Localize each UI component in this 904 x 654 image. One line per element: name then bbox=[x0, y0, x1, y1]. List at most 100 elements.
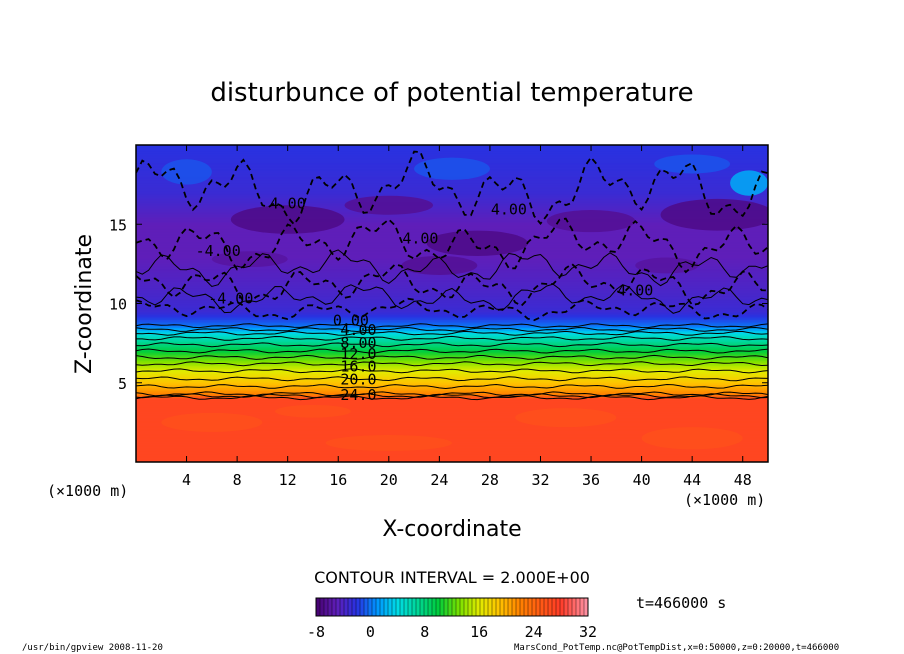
heatmap-blob bbox=[161, 159, 212, 185]
heatmap-band bbox=[136, 430, 768, 433]
colorbar-cell bbox=[347, 597, 353, 617]
contour-line bbox=[136, 330, 768, 336]
heatmap-blobs bbox=[161, 154, 768, 451]
heatmap-band bbox=[136, 186, 768, 189]
colorbar-cell bbox=[331, 597, 337, 617]
heatmap-band bbox=[136, 202, 768, 205]
heatmap-band bbox=[136, 156, 768, 159]
contour-labels: 4.00-4.004.004.00-4.00 4.000.004.008.0012… bbox=[196, 194, 654, 404]
heatmap-band bbox=[136, 441, 768, 444]
x-ticks: 4 8 12 16 20 24 28 32 36 40 44 48 bbox=[182, 145, 752, 489]
colorbar-tick-label: 16 bbox=[470, 623, 488, 641]
heatmap-band bbox=[136, 336, 768, 339]
heatmap-band bbox=[136, 225, 768, 229]
colorbar-cell bbox=[355, 597, 361, 617]
heatmap-band bbox=[136, 338, 768, 341]
heatmap-band bbox=[136, 309, 768, 313]
heatmap-band bbox=[136, 358, 768, 362]
heatmap-band bbox=[136, 146, 768, 149]
contour-label: 4.00 bbox=[491, 201, 527, 219]
colorbar-cell bbox=[423, 597, 429, 617]
colorbar-cell bbox=[323, 597, 329, 617]
contour-line bbox=[136, 326, 768, 333]
colorbar-cell bbox=[571, 597, 577, 617]
colorbar-cell bbox=[491, 597, 497, 617]
contour-line bbox=[136, 354, 768, 360]
heatmap-band bbox=[136, 439, 768, 442]
heatmap-band bbox=[136, 420, 768, 423]
colorbar-cell bbox=[455, 597, 461, 617]
heatmap-band bbox=[136, 151, 768, 154]
heatmap-blob bbox=[161, 412, 263, 432]
contour-line bbox=[136, 368, 768, 374]
heatmap-band bbox=[136, 274, 768, 278]
heatmap-blob bbox=[641, 427, 743, 450]
heatmap-band bbox=[136, 206, 768, 209]
heatmap-band bbox=[136, 298, 768, 301]
heatmap-band bbox=[136, 333, 768, 336]
heatmap-band bbox=[136, 381, 768, 384]
contour-line bbox=[136, 395, 768, 401]
heatmap-band bbox=[136, 408, 768, 411]
heatmap-band bbox=[136, 370, 768, 373]
heatmap-band bbox=[136, 419, 768, 422]
colorbar-cell bbox=[327, 597, 333, 617]
heatmap-band bbox=[136, 224, 768, 227]
heatmap-band bbox=[136, 374, 768, 378]
heatmap-band bbox=[136, 254, 768, 257]
heatmap-blob bbox=[426, 230, 528, 256]
colorbar-cell bbox=[439, 597, 445, 617]
heatmap-band bbox=[136, 227, 768, 230]
heatmap-band bbox=[136, 317, 768, 320]
x-tick-label: 32 bbox=[531, 471, 549, 489]
heatmap-band bbox=[136, 324, 768, 327]
heatmap-band bbox=[136, 438, 768, 441]
heatmap-band bbox=[136, 384, 768, 387]
heatmap-band bbox=[136, 195, 768, 198]
heatmap-band bbox=[136, 197, 768, 200]
contour-label: 4.00 bbox=[340, 321, 376, 339]
contour-line bbox=[136, 150, 768, 226]
colorbar-cell bbox=[515, 597, 521, 617]
footer-left: /usr/bin/gpview 2008-11-20 bbox=[22, 643, 163, 653]
heatmap-band bbox=[136, 363, 768, 366]
heatmap-band bbox=[136, 352, 768, 355]
colorbar-cell bbox=[579, 597, 585, 617]
heatmap-band bbox=[136, 284, 768, 287]
heatmap-band bbox=[136, 203, 768, 206]
heatmap-band bbox=[136, 452, 768, 455]
heatmap-blob bbox=[546, 209, 636, 233]
heatmap-band bbox=[136, 289, 768, 292]
heatmap-band bbox=[136, 373, 768, 376]
y-axis-label: Z-coordinate bbox=[72, 234, 97, 374]
x-tick-label: 4 bbox=[182, 471, 191, 489]
contour-line bbox=[136, 283, 768, 314]
heatmap-band bbox=[136, 371, 768, 374]
heatmap-band bbox=[136, 442, 768, 446]
colorbar-cell bbox=[567, 597, 573, 617]
heatmap-band bbox=[136, 398, 768, 401]
heatmap-band bbox=[136, 435, 768, 438]
x-tick-label: 24 bbox=[430, 471, 448, 489]
y-tick-label: 5 bbox=[118, 375, 127, 393]
heatmap-band bbox=[136, 357, 768, 360]
contour-line bbox=[136, 249, 768, 288]
heatmap-band bbox=[136, 279, 768, 282]
heatmap-band bbox=[136, 276, 768, 279]
heatmap-band bbox=[136, 400, 768, 403]
heatmap-band bbox=[136, 347, 768, 351]
heatmap-band bbox=[136, 406, 768, 409]
x-tick-label: 48 bbox=[734, 471, 752, 489]
heatmap-band bbox=[136, 148, 768, 151]
heatmap-band bbox=[136, 422, 768, 425]
heatmap-band bbox=[136, 401, 768, 404]
heatmap-band bbox=[136, 208, 768, 211]
heatmap-band bbox=[136, 403, 768, 406]
footer-right: MarsCond_PotTemp.nc@PotTempDist,x=0:5000… bbox=[514, 643, 839, 653]
x-tick-label: 44 bbox=[683, 471, 701, 489]
contour-interval-label: CONTOUR INTERVAL = 2.000E+00 bbox=[314, 568, 590, 587]
heatmap-blob bbox=[730, 170, 768, 196]
colorbar-cell bbox=[539, 597, 545, 617]
colorbar-cell bbox=[543, 597, 549, 617]
